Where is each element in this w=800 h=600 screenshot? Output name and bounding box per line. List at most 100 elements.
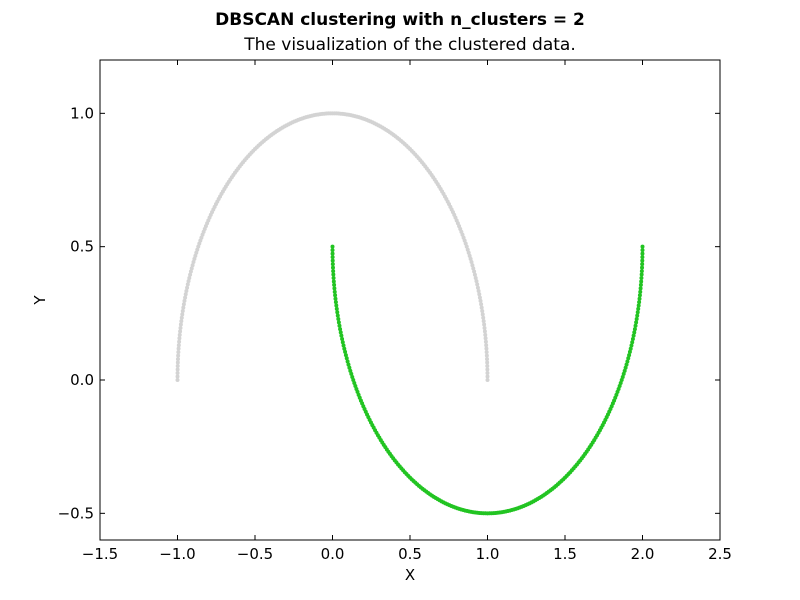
upper-moon-point <box>183 295 188 300</box>
lower-moon-point <box>331 276 336 281</box>
lower-moon-point <box>330 248 335 253</box>
y-tick-label: −0.5 <box>58 504 94 522</box>
lower-moon-point <box>622 368 627 373</box>
upper-moon-point <box>192 256 197 261</box>
upper-moon-point <box>485 357 490 362</box>
upper-moon-point <box>484 353 489 358</box>
upper-moon-point <box>484 346 489 351</box>
lower-moon-point <box>347 365 352 370</box>
upper-moon-point <box>472 269 477 274</box>
upper-moon-point <box>175 367 180 372</box>
upper-moon-point <box>485 374 490 379</box>
lower-moon-point <box>639 279 644 284</box>
lower-moon-point <box>626 356 631 361</box>
upper-moon-point <box>467 253 472 258</box>
lower-moon-point <box>332 286 337 291</box>
upper-moon-point <box>176 346 181 351</box>
lower-moon-point <box>349 371 354 376</box>
upper-moon-point <box>175 357 180 362</box>
upper-moon-point <box>480 308 485 313</box>
upper-moon-point <box>194 250 199 255</box>
lower-moon-point <box>331 272 336 277</box>
chart-subtitle: The visualization of the clustered data. <box>244 35 576 55</box>
lower-moon-point <box>635 310 640 315</box>
lower-moon-point <box>338 327 343 332</box>
upper-moon-point <box>179 319 184 324</box>
lower-moon-point <box>638 282 643 287</box>
x-tick-label: 2.5 <box>708 545 732 563</box>
lower-moon-point <box>333 300 338 305</box>
upper-moon-point <box>176 343 181 348</box>
upper-moon-point <box>474 279 479 284</box>
upper-moon-point <box>180 312 185 317</box>
lower-moon-point <box>640 258 645 263</box>
upper-moon-point <box>187 275 192 280</box>
upper-moon-point <box>466 250 471 255</box>
lower-moon-point <box>332 282 337 287</box>
upper-moon-point <box>193 253 198 258</box>
upper-moon-point <box>483 332 488 337</box>
lower-moon-point <box>332 289 337 294</box>
x-tick-label: 0.0 <box>321 545 345 563</box>
upper-moon-point <box>484 343 489 348</box>
upper-moon-point <box>482 325 487 330</box>
lower-moon-point <box>634 317 639 322</box>
x-tick-label: −1.0 <box>159 545 195 563</box>
lower-moon-point <box>619 378 624 382</box>
upper-moon-point <box>175 374 180 379</box>
lower-moon-point <box>618 381 623 386</box>
upper-moon-point <box>481 319 486 324</box>
lower-moon-point <box>351 378 356 382</box>
upper-moon-point <box>483 336 488 341</box>
lower-moon-point <box>345 359 350 364</box>
lower-moon-point <box>333 296 338 301</box>
upper-moon-point <box>477 295 482 300</box>
lower-moon-point <box>340 336 345 341</box>
lower-moon-point <box>633 323 638 328</box>
lower-moon-point <box>339 333 344 338</box>
upper-moon-point <box>175 364 180 369</box>
upper-moon-point <box>176 350 181 355</box>
x-axis-label: X <box>405 566 415 584</box>
upper-moon-point <box>177 332 182 337</box>
lower-moon-point <box>343 353 348 358</box>
upper-moon-point <box>469 260 474 265</box>
upper-moon-point <box>481 315 486 320</box>
upper-moon-point <box>475 282 480 287</box>
upper-moon-point <box>178 325 183 330</box>
upper-moon-point <box>472 272 477 277</box>
x-tick-label: 1.5 <box>553 545 577 563</box>
lower-moon-point <box>336 320 341 325</box>
axes-frame <box>99 59 721 541</box>
lower-moon-point <box>333 293 338 298</box>
upper-moon-point <box>175 360 180 365</box>
lower-moon-point <box>627 349 632 354</box>
lower-moon-point <box>625 359 630 364</box>
lower-moon-point <box>330 244 335 249</box>
lower-moon-point <box>334 306 339 311</box>
upper-moon-point <box>196 244 201 249</box>
upper-moon-point <box>181 302 186 307</box>
upper-moon-point <box>183 292 188 297</box>
lower-moon-point <box>340 340 345 345</box>
upper-moon-point <box>473 275 478 280</box>
lower-moon-point <box>334 303 339 308</box>
upper-moon-point <box>479 305 484 310</box>
x-tick-label: −0.5 <box>237 545 273 563</box>
upper-moon-point <box>178 329 183 334</box>
lower-moon-point <box>639 272 644 277</box>
lower-moon-point <box>629 343 634 348</box>
lower-moon-point <box>637 296 642 301</box>
upper-moon-point <box>179 315 184 320</box>
upper-moon-point <box>482 322 487 327</box>
lower-moon-point <box>640 251 645 256</box>
lower-moon-point <box>350 374 355 379</box>
upper-moon-point <box>465 247 470 252</box>
y-axis-label: Y <box>31 295 49 306</box>
lower-moon-point <box>628 346 633 351</box>
lower-moon-point <box>330 265 335 270</box>
lower-moon-point <box>338 330 343 335</box>
chart-title: DBSCAN clustering with n_clusters = 2 <box>215 10 585 30</box>
